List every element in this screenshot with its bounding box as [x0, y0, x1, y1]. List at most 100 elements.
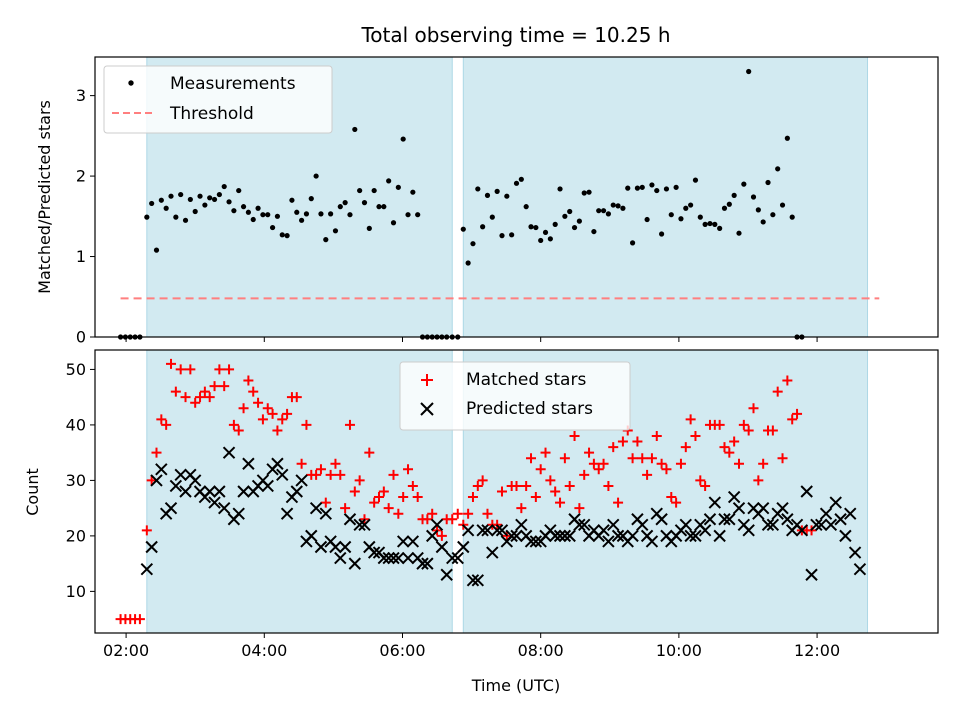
matched-star-point [516, 503, 527, 514]
predicted-star-point [222, 446, 236, 459]
measurement-point [654, 187, 660, 194]
matched-star-point [496, 486, 507, 497]
matched-star-point [700, 480, 711, 491]
predicted-star-point [392, 551, 405, 565]
measurement-point [538, 237, 544, 244]
matched-star-point [719, 442, 730, 453]
predicted-star-point [524, 535, 538, 548]
predicted-star-point [466, 574, 480, 587]
measurement-point [644, 216, 650, 223]
matched-star-point [526, 453, 537, 464]
x-tick-label: 08:00 [518, 641, 564, 660]
measurement-point [337, 204, 343, 210]
measurement-point [494, 188, 500, 194]
matched-star-point [550, 486, 561, 497]
measurement-point [202, 202, 208, 208]
matched-star-point [792, 408, 803, 419]
legend-label-predicted: Predicted stars [466, 399, 593, 419]
measurement-point [528, 224, 534, 230]
measurement-point [683, 205, 689, 211]
matched-star-point [472, 480, 483, 491]
matched-star-point [296, 458, 307, 469]
predicted-star-point [819, 507, 833, 520]
predicted-star-point [237, 485, 250, 498]
measurement-point [284, 233, 290, 239]
predicted-star-point [800, 485, 813, 498]
matched-star-point [695, 475, 706, 486]
count-panel: 10 20 30 40 50 02:00 04:00 06:00 08:00 10:00 12:0… [23, 349, 939, 695]
matched-star-point [291, 392, 302, 403]
measurement-point [386, 178, 392, 184]
measurement-point [639, 184, 645, 190]
predicted-star-point [708, 496, 722, 509]
matched-star-point [685, 414, 696, 425]
predicted-star-point [242, 457, 255, 470]
matched-star-point [651, 431, 662, 442]
matched-star-point [753, 475, 764, 486]
predicted-star-point [276, 468, 289, 482]
predicted-star-point [689, 529, 702, 543]
ratio-panel: 0 1 2 3 Matched/Predicted stars Measurement… [35, 56, 939, 347]
predicted-star-point [145, 540, 158, 554]
y-tick-label: 3 [76, 86, 86, 105]
y-tick-label: 20 [66, 526, 86, 545]
chart-title: Total observing time = 10.25 h [360, 23, 670, 47]
predicted-star-point [573, 518, 586, 532]
predicted-star-point [290, 485, 303, 498]
matched-star-point [477, 475, 488, 486]
matched-star-point [627, 453, 638, 464]
measurement-point [634, 185, 641, 191]
predicted-star-point [435, 540, 449, 554]
measurement-point [620, 205, 626, 211]
matched-star-point [257, 414, 268, 425]
matched-star-point [364, 447, 375, 458]
measurement-point [576, 218, 582, 224]
measurement-point [460, 226, 466, 232]
matched-star-point [204, 392, 215, 403]
matched-star-point [378, 486, 389, 497]
measurement-point [712, 221, 718, 227]
predicted-star-point [348, 557, 362, 570]
measurement-point [342, 200, 348, 206]
measurement-point [741, 181, 747, 187]
matched-star-point [530, 492, 541, 503]
predicted-star-point [446, 551, 459, 565]
predicted-star-point [305, 529, 318, 543]
matched-star-point [724, 447, 735, 458]
measurement-point [605, 211, 612, 217]
matched-star-point [383, 503, 394, 514]
predicted-star-point [169, 479, 183, 493]
matched-star-point [141, 525, 152, 536]
bottom-axes-frame [94, 349, 939, 634]
matched-star-point [593, 464, 604, 475]
predicted-star-point [761, 518, 775, 532]
measurement-point [226, 199, 232, 205]
predicted-star-point [732, 501, 746, 515]
matched-star-point [482, 508, 493, 519]
predicted-star-point [174, 468, 187, 482]
matched-star-point [180, 392, 191, 403]
predicted-star-point [645, 535, 659, 548]
observing-interval-2 [462, 56, 869, 338]
predicted-star-point [179, 485, 192, 498]
measurement-point [702, 221, 708, 227]
predicted-star-point [853, 562, 867, 576]
matched-star-point [330, 458, 341, 469]
predicted-star-point [805, 568, 818, 581]
measurement-point [216, 191, 222, 198]
bottom-y-axis-label: Count [23, 468, 42, 516]
y-tick-label: 2 [76, 167, 86, 186]
predicted-star-point [271, 457, 284, 470]
bottom-legend: Matched stars Predicted stars [399, 361, 631, 431]
predicted-star-point [382, 551, 395, 565]
measurement-point [366, 225, 372, 231]
measurement-point [236, 187, 242, 194]
predicted-star-point [597, 524, 610, 537]
matched-star-point [436, 530, 447, 541]
measurement-point [144, 214, 150, 220]
y-tick-label: 40 [66, 415, 86, 434]
predicted-star-point [188, 474, 202, 487]
measurement-point [211, 196, 218, 203]
predicted-star-point [553, 529, 567, 543]
